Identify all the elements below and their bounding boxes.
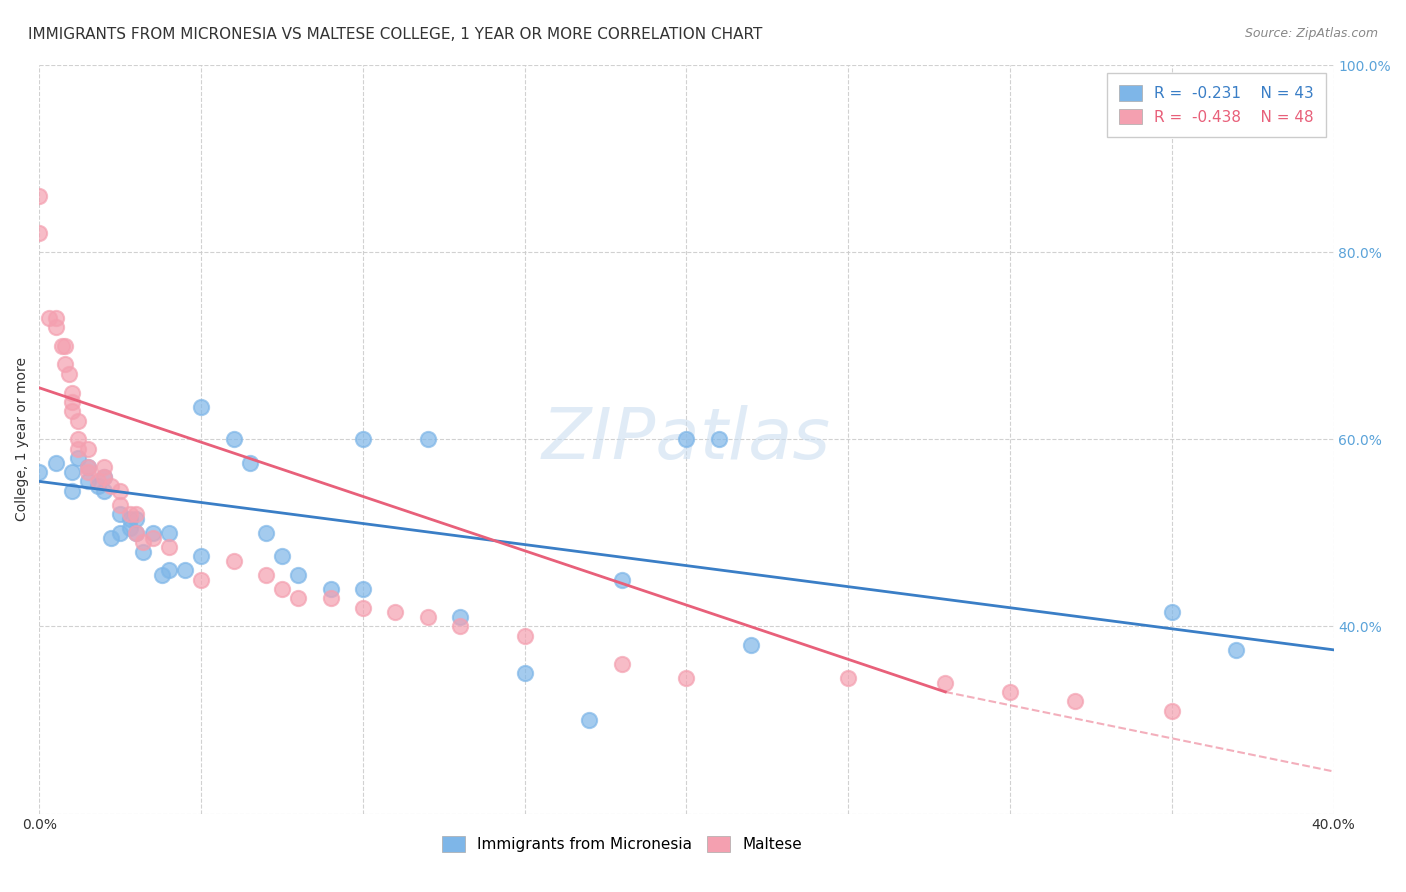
Point	[675, 433, 697, 447]
Point	[58, 367, 80, 381]
Point	[157, 525, 180, 540]
Y-axis label: College, 1 year or more: College, 1 year or more	[15, 358, 30, 521]
Point	[610, 657, 633, 671]
Point	[271, 549, 294, 564]
Point	[60, 395, 83, 409]
Point	[142, 531, 165, 545]
Point	[675, 671, 697, 685]
Point	[513, 666, 536, 681]
Point	[319, 591, 342, 606]
Point	[1160, 606, 1182, 620]
Point	[416, 610, 439, 624]
Text: ZIPatlas: ZIPatlas	[541, 405, 831, 474]
Point	[271, 582, 294, 596]
Point	[51, 339, 73, 353]
Point	[110, 483, 132, 498]
Point	[118, 507, 141, 521]
Point	[77, 460, 100, 475]
Point	[100, 531, 122, 545]
Point	[77, 442, 100, 456]
Point	[319, 582, 342, 596]
Point	[190, 400, 212, 414]
Point	[352, 433, 374, 447]
Point	[45, 456, 67, 470]
Point	[998, 685, 1021, 699]
Point	[254, 525, 277, 540]
Point	[190, 573, 212, 587]
Point	[77, 475, 100, 489]
Point	[28, 227, 51, 241]
Point	[125, 525, 148, 540]
Point	[352, 600, 374, 615]
Point	[239, 456, 262, 470]
Point	[132, 535, 155, 549]
Point	[352, 582, 374, 596]
Point	[174, 563, 197, 577]
Legend: R =  -0.231    N = 43, R =  -0.438    N = 48: R = -0.231 N = 43, R = -0.438 N = 48	[1107, 73, 1326, 136]
Point	[287, 591, 309, 606]
Point	[53, 339, 76, 353]
Point	[67, 414, 90, 428]
Point	[449, 619, 471, 633]
Point	[38, 310, 60, 325]
Point	[934, 675, 956, 690]
Point	[86, 475, 108, 489]
Point	[222, 554, 245, 568]
Point	[110, 498, 132, 512]
Point	[93, 483, 115, 498]
Point	[132, 544, 155, 558]
Point	[60, 404, 83, 418]
Point	[157, 540, 180, 554]
Point	[513, 629, 536, 643]
Point	[77, 460, 100, 475]
Point	[77, 465, 100, 479]
Point	[416, 433, 439, 447]
Point	[125, 507, 148, 521]
Point	[1160, 704, 1182, 718]
Point	[610, 573, 633, 587]
Point	[45, 310, 67, 325]
Point	[125, 512, 148, 526]
Point	[60, 465, 83, 479]
Point	[157, 563, 180, 577]
Point	[837, 671, 859, 685]
Point	[287, 568, 309, 582]
Point	[93, 460, 115, 475]
Point	[1225, 642, 1247, 657]
Point	[100, 479, 122, 493]
Point	[222, 433, 245, 447]
Point	[142, 525, 165, 540]
Point	[125, 525, 148, 540]
Point	[28, 465, 51, 479]
Point	[60, 385, 83, 400]
Point	[110, 507, 132, 521]
Point	[190, 549, 212, 564]
Point	[86, 479, 108, 493]
Point	[53, 358, 76, 372]
Text: Source: ZipAtlas.com: Source: ZipAtlas.com	[1244, 27, 1378, 40]
Point	[118, 521, 141, 535]
Point	[60, 483, 83, 498]
Point	[45, 320, 67, 334]
Point	[93, 469, 115, 483]
Point	[384, 606, 406, 620]
Point	[254, 568, 277, 582]
Point	[449, 610, 471, 624]
Point	[110, 525, 132, 540]
Point	[67, 442, 90, 456]
Point	[740, 638, 762, 652]
Point	[67, 433, 90, 447]
Point	[118, 512, 141, 526]
Point	[93, 469, 115, 483]
Point	[67, 450, 90, 465]
Point	[707, 433, 730, 447]
Point	[150, 568, 173, 582]
Point	[1063, 694, 1085, 708]
Point	[28, 189, 51, 203]
Point	[578, 713, 600, 727]
Text: IMMIGRANTS FROM MICRONESIA VS MALTESE COLLEGE, 1 YEAR OR MORE CORRELATION CHART: IMMIGRANTS FROM MICRONESIA VS MALTESE CO…	[28, 27, 762, 42]
